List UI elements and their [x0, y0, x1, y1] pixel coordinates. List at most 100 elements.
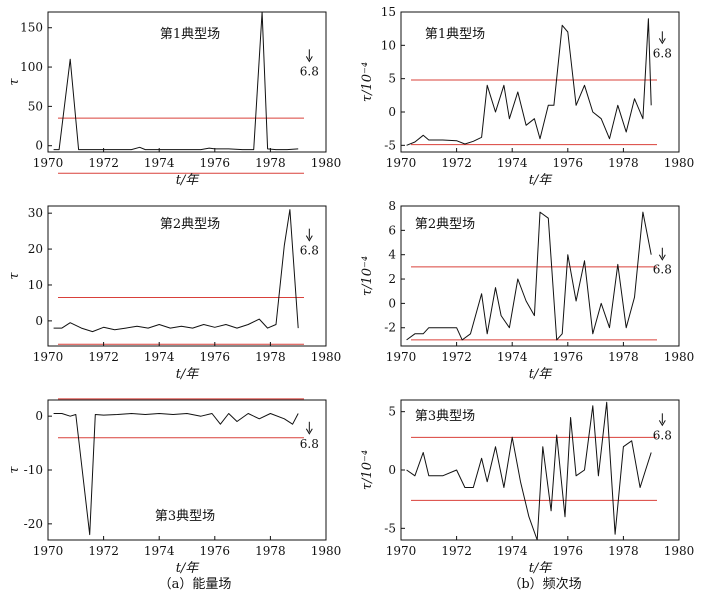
series-line — [406, 401, 652, 541]
panel-title: 第1典型场 — [425, 27, 485, 42]
y-axis-label: τ/10⁻⁴ — [360, 62, 375, 102]
arrowhead-icon — [305, 428, 313, 435]
chart-panel: 1970 1972 1974 1976 1978 1980 -2 0 2 4 6 8 t/年 τ/10⁻⁴… — [360, 199, 694, 382]
y-tick-label: 0 — [35, 409, 43, 423]
plot-frame — [400, 11, 680, 153]
y-tick-label: 0 — [35, 314, 43, 328]
x-tick-label: 1970 — [33, 350, 64, 364]
y-tick-label: 30 — [28, 206, 43, 220]
y-tick-label: 0 — [388, 463, 396, 477]
x-tick-label: 1976 — [553, 544, 584, 558]
x-tick-label: 1980 — [311, 156, 342, 170]
y-axis-label: τ — [7, 272, 22, 280]
y-axis-label: τ/10⁻⁴ — [360, 256, 375, 296]
x-axis-label: t/年 — [176, 367, 201, 382]
x-axis-label: t/年 — [529, 561, 554, 576]
series-line — [406, 18, 652, 146]
plot-frame — [400, 205, 680, 347]
x-tick-label: 1980 — [664, 156, 695, 170]
annotation-label: 6.8 — [300, 244, 319, 258]
x-tick-label: 1978 — [608, 156, 639, 170]
y-tick-label: 50 — [28, 99, 43, 113]
x-tick-label: 1974 — [144, 156, 175, 170]
panel-title: 第2典型场 — [160, 217, 220, 232]
x-tick-label: 1972 — [88, 544, 119, 558]
y-tick-label: -20 — [24, 517, 43, 531]
x-tick-label: 1972 — [441, 156, 472, 170]
y-tick-label: -5 — [384, 521, 396, 535]
y-tick-label: 4 — [388, 248, 396, 262]
y-tick-label: 10 — [381, 38, 396, 52]
x-tick-label: 1972 — [88, 156, 119, 170]
x-tick-label: 1978 — [608, 350, 639, 364]
x-tick-label: 1980 — [664, 350, 695, 364]
y-axis-label: τ — [7, 466, 22, 474]
x-tick-label: 1978 — [255, 544, 286, 558]
caption-a: （a）能量场 — [159, 577, 232, 592]
arrowhead-icon — [658, 254, 666, 261]
x-tick-label: 1970 — [386, 156, 417, 170]
plot-frame — [47, 205, 327, 347]
series-line — [53, 11, 299, 151]
y-tick-label: -5 — [384, 138, 396, 152]
arrowhead-icon — [658, 420, 666, 427]
chart-panel: 1970 1972 1974 1976 1978 1980 0 -10 -20 t/年 τ 第3典型场… — [7, 398, 341, 576]
arrowhead-icon — [305, 56, 313, 63]
y-tick-label: 0 — [388, 105, 396, 119]
panel-title: 第3典型场 — [415, 409, 475, 424]
y-tick-label: 15 — [381, 5, 396, 19]
series-line — [53, 413, 299, 536]
panel-title: 第3典型场 — [155, 509, 215, 524]
x-tick-label: 1970 — [33, 156, 64, 170]
y-axis-label: τ/10⁻⁴ — [360, 450, 375, 490]
x-tick-label: 1972 — [441, 350, 472, 364]
panel-title: 第2典型场 — [415, 217, 475, 232]
arrowhead-icon — [658, 38, 666, 45]
plot-frame — [47, 11, 327, 153]
x-axis-label: t/年 — [529, 367, 554, 382]
chart-panel: 1970 1972 1974 1976 1978 1980 -5 0 5 10 15 t/年 τ/10⁻… — [360, 5, 694, 188]
y-tick-label: 0 — [35, 139, 43, 153]
y-axis-label: τ — [7, 78, 22, 86]
x-tick-label: 1970 — [386, 544, 417, 558]
x-axis-label: t/年 — [529, 173, 554, 188]
arrowhead-icon — [305, 235, 313, 242]
x-tick-label: 1976 — [553, 350, 584, 364]
y-tick-label: 2 — [388, 272, 396, 286]
x-tick-label: 1972 — [441, 544, 472, 558]
chart-panel: 1970 1972 1974 1976 1978 1980 0 50 100 150 t/年 τ 第1典… — [7, 11, 342, 188]
y-tick-label: 5 — [388, 72, 396, 86]
y-tick-label: -2 — [384, 321, 396, 335]
x-tick-label: 1972 — [88, 350, 119, 364]
annotation-label: 6.8 — [653, 428, 672, 442]
annotation-label: 6.8 — [653, 46, 672, 60]
x-tick-label: 1976 — [553, 156, 584, 170]
x-axis-label: t/年 — [176, 561, 201, 576]
y-tick-label: 150 — [20, 21, 43, 35]
x-tick-label: 1974 — [144, 544, 175, 558]
y-tick-label: 5 — [388, 405, 396, 419]
chart-panel: 1970 1972 1974 1976 1978 1980 -5 0 5 t/年 τ/10⁻⁴ 第3典… — [360, 399, 695, 576]
y-tick-label: 0 — [388, 296, 396, 310]
x-tick-label: 1978 — [255, 156, 286, 170]
annotation-label: 6.8 — [653, 263, 672, 277]
y-tick-label: 8 — [388, 199, 396, 213]
x-tick-label: 1976 — [200, 350, 231, 364]
caption-b: （b）频次场 — [508, 576, 581, 592]
y-tick-label: 10 — [28, 278, 43, 292]
x-tick-label: 1974 — [497, 350, 528, 364]
chart-panel: 1970 1972 1974 1976 1978 1980 0 10 20 30 t/年 τ 第2典型场… — [7, 205, 341, 382]
annotation-label: 6.8 — [300, 437, 319, 451]
annotation-label: 6.8 — [300, 64, 319, 78]
x-axis-label: t/年 — [176, 173, 201, 188]
x-tick-label: 1978 — [608, 544, 639, 558]
y-tick-label: -10 — [24, 463, 43, 477]
x-tick-label: 1974 — [497, 544, 528, 558]
x-tick-label: 1974 — [144, 350, 175, 364]
x-tick-label: 1976 — [200, 156, 231, 170]
x-tick-label: 1970 — [386, 350, 417, 364]
y-tick-label: 20 — [28, 242, 43, 256]
x-tick-label: 1976 — [200, 544, 231, 558]
x-tick-label: 1980 — [664, 544, 695, 558]
